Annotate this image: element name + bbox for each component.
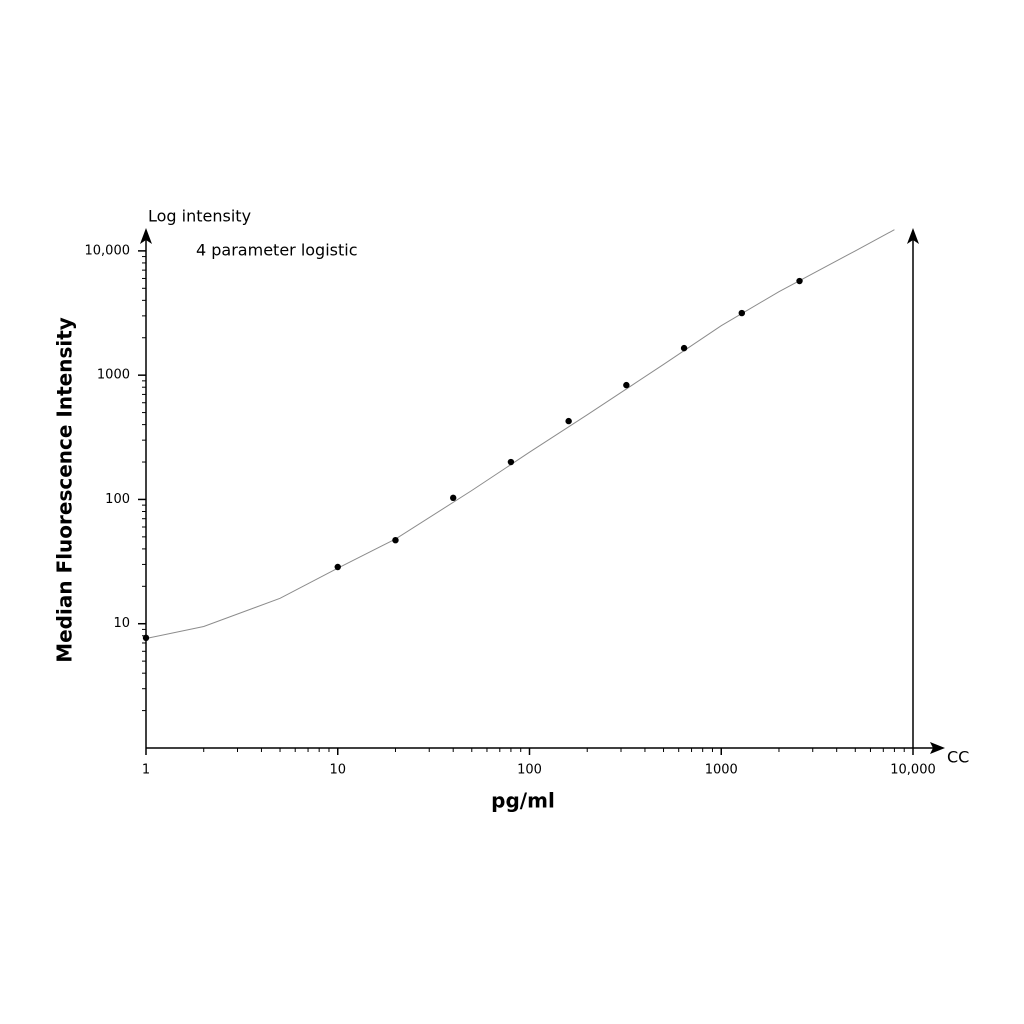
- y-axis-top-label: Log intensity: [148, 207, 251, 226]
- y-tick-label: 100: [105, 492, 130, 507]
- x-tick-label: 10,000: [890, 763, 936, 778]
- x-axis-arrow: [930, 742, 945, 754]
- x-tick-label: 10: [329, 763, 346, 778]
- data-point: [334, 563, 341, 571]
- fit-curve: [145, 229, 895, 640]
- y-axis-title: Median Fluorescence Intensity: [53, 317, 77, 663]
- x-tick-label: 100: [517, 763, 542, 778]
- data-point: [796, 277, 803, 285]
- x-axis-title: pg/ml: [491, 789, 555, 813]
- axes: [140, 228, 945, 754]
- x-axis-end-label: CC: [947, 748, 969, 767]
- y-tick-label: 1000: [97, 368, 130, 383]
- data-point: [680, 344, 688, 352]
- data-point: [738, 309, 746, 317]
- y-axis-arrow: [140, 228, 152, 244]
- right-limit-arrow: [907, 228, 919, 244]
- data-point: [392, 536, 399, 544]
- y-tick-label: 10,000: [85, 243, 131, 258]
- data-point: [623, 381, 630, 389]
- annotation: 4 parameter logistic: [196, 241, 358, 260]
- data-point: [449, 494, 457, 502]
- data-point: [142, 634, 150, 642]
- y-tick-label: 10: [113, 616, 130, 631]
- data-point: [507, 458, 515, 466]
- x-tick-label: 1: [142, 763, 150, 778]
- data-point: [565, 417, 572, 425]
- x-tick-label: 1000: [705, 763, 738, 778]
